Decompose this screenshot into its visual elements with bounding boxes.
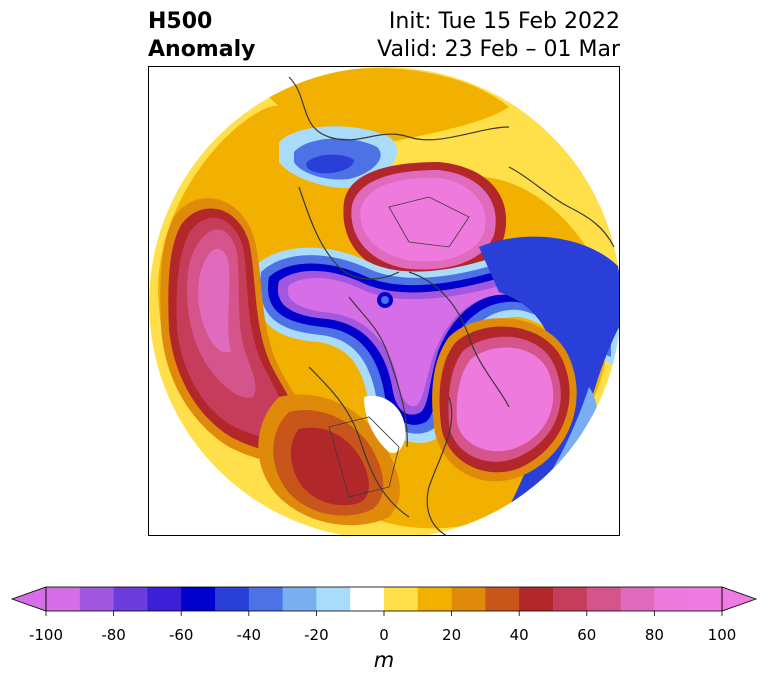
colorbar-cell bbox=[586, 587, 622, 611]
colorbar-cell bbox=[113, 587, 148, 611]
colorbar-extend-low bbox=[10, 586, 47, 612]
greenland-coast bbox=[426, 396, 453, 535]
asia-coast bbox=[298, 186, 400, 280]
valid-range-label: Valid: 23 Feb – 01 Mar bbox=[377, 37, 620, 62]
colorbar-cell bbox=[215, 587, 250, 611]
anomaly-map bbox=[149, 67, 619, 535]
siberia-pos-100 bbox=[360, 177, 486, 262]
colorbar-cell bbox=[316, 587, 351, 611]
colorbar-cell bbox=[181, 587, 216, 611]
colorbar-cell bbox=[553, 587, 588, 611]
colorbar-cells bbox=[46, 587, 723, 611]
title-line-field: H500 bbox=[148, 9, 213, 34]
europe-neg-band bbox=[479, 236, 619, 507]
colorbar-tick-label: 100 bbox=[707, 626, 737, 644]
colorbar-tick-label: 60 bbox=[577, 626, 597, 644]
coastlines bbox=[288, 76, 615, 535]
colorbar-cell bbox=[485, 587, 520, 611]
colorbar-cell bbox=[46, 587, 81, 611]
colorbar-cell bbox=[384, 587, 419, 611]
colorbar-tick-label: 0 bbox=[379, 626, 389, 644]
colorbar-cell bbox=[688, 587, 723, 611]
title-line-type: Anomaly bbox=[148, 37, 256, 62]
init-date-label: Init: Tue 15 Feb 2022 bbox=[388, 9, 620, 34]
siberia-coast bbox=[288, 76, 510, 141]
europe-coast bbox=[408, 271, 510, 408]
colorbar-tick-label: 40 bbox=[509, 626, 529, 644]
map-title: H500 Anomaly bbox=[148, 8, 255, 64]
colorbar-tick-labels: -100 -80 -60 -40 -20 0 20 40 60 80 100 bbox=[0, 626, 768, 646]
arctic-neg-100 bbox=[287, 278, 559, 407]
colorbar-cell bbox=[79, 587, 115, 611]
colorbar-cell bbox=[417, 587, 453, 611]
colorbar-tick-label: -80 bbox=[101, 626, 126, 644]
pacific-pos-90 bbox=[198, 248, 231, 353]
namerica-neutral bbox=[364, 395, 406, 453]
us-state-borders bbox=[328, 416, 400, 498]
colorbar-cell bbox=[147, 587, 182, 611]
colorbar-cell bbox=[654, 587, 689, 611]
namerica-coast bbox=[308, 366, 410, 518]
colorbar-cell bbox=[350, 587, 385, 611]
anomaly-field bbox=[149, 67, 619, 535]
colorbar-cell bbox=[519, 587, 554, 611]
colorbar-tick-label: 20 bbox=[442, 626, 462, 644]
colorbar-cell bbox=[451, 587, 486, 611]
colorbar-tick-label: 80 bbox=[644, 626, 664, 644]
colorbar-cell bbox=[248, 587, 284, 611]
colorbar-cell bbox=[620, 587, 655, 611]
colorbar-extend-high bbox=[721, 586, 758, 612]
colorbar-tick-label: -100 bbox=[28, 626, 64, 644]
asia-neg-core bbox=[306, 154, 354, 174]
colorbar-cell bbox=[282, 587, 317, 611]
map-dates: Init: Tue 15 Feb 2022 Valid: 23 Feb – 01… bbox=[377, 8, 620, 64]
polar-marker-core bbox=[381, 296, 389, 304]
namerica-pos-60 bbox=[290, 427, 369, 506]
eurasia-north-coast bbox=[508, 166, 615, 248]
colorbar-tick-label: -60 bbox=[168, 626, 194, 644]
russia-borders bbox=[388, 196, 470, 248]
map-panel bbox=[148, 66, 620, 536]
colorbar-tick-label: -20 bbox=[304, 626, 329, 644]
colorbar bbox=[10, 586, 758, 616]
colorbar-unit-label: m bbox=[373, 648, 395, 672]
canada-coast bbox=[348, 296, 408, 448]
colorbar-tick-label: -40 bbox=[236, 626, 262, 644]
